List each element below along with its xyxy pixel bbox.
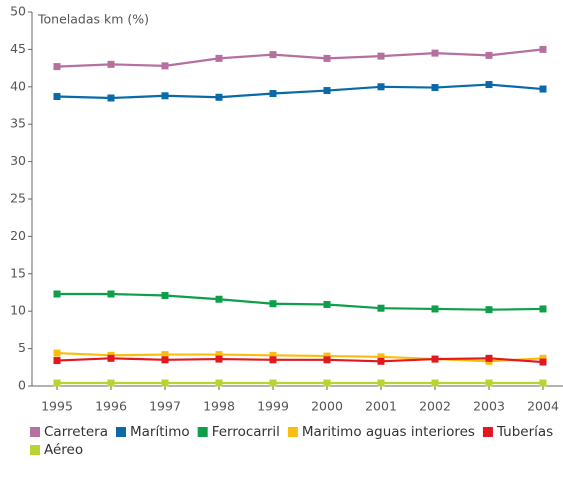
point-marker xyxy=(485,81,493,89)
point-marker xyxy=(107,290,115,298)
legend-swatch xyxy=(116,427,126,437)
y-tick-label: 25 xyxy=(10,191,26,206)
point-marker xyxy=(431,84,439,92)
point-marker xyxy=(323,87,331,95)
point-marker xyxy=(107,60,115,68)
point-marker xyxy=(161,291,169,299)
legend-label: Tuberías xyxy=(496,424,553,440)
x-tick-label: 2002 xyxy=(419,399,451,414)
point-marker xyxy=(377,379,385,387)
series-line xyxy=(57,292,544,311)
point-marker xyxy=(53,63,61,71)
legend-label: Maritimo aguas interiores xyxy=(302,424,475,440)
point-marker xyxy=(215,351,223,359)
point-marker xyxy=(107,354,115,362)
point-marker xyxy=(485,51,493,59)
legend-label: Marítimo xyxy=(130,424,190,440)
point-marker xyxy=(377,83,385,91)
y-tick-label: 50 xyxy=(10,4,26,19)
y-tick-label: 10 xyxy=(10,303,26,318)
x-tick-label: 1995 xyxy=(41,399,73,414)
point-marker xyxy=(323,54,331,62)
point-marker xyxy=(269,379,277,387)
point-marker xyxy=(539,379,547,387)
legend-swatch xyxy=(482,427,493,437)
x-tick-label: 1999 xyxy=(257,399,289,414)
point-marker xyxy=(53,379,61,387)
point-marker xyxy=(431,379,439,387)
point-marker xyxy=(215,355,223,363)
point-marker xyxy=(107,379,115,387)
point-marker xyxy=(269,351,277,359)
point-marker xyxy=(215,379,223,387)
point-marker xyxy=(215,54,223,62)
point-marker xyxy=(539,305,547,313)
x-tick-label: 2000 xyxy=(311,399,343,414)
point-marker xyxy=(161,379,169,387)
x-tick-label: 1996 xyxy=(95,399,127,414)
y-tick-label: 15 xyxy=(10,265,26,280)
point-marker xyxy=(53,357,61,365)
point-marker xyxy=(269,51,277,59)
point-marker xyxy=(377,353,385,361)
point-marker xyxy=(53,93,61,101)
point-marker xyxy=(215,295,223,303)
point-marker xyxy=(323,379,331,387)
point-marker xyxy=(161,351,169,359)
point-marker xyxy=(377,52,385,60)
legend-swatch xyxy=(287,427,298,437)
point-marker xyxy=(323,352,331,360)
point-marker xyxy=(161,356,169,364)
point-marker xyxy=(323,356,331,364)
x-tick-label: 2003 xyxy=(473,399,505,414)
point-marker xyxy=(215,93,223,101)
point-marker xyxy=(539,45,547,53)
point-marker xyxy=(485,354,493,362)
legend-label: Aéreo xyxy=(44,442,83,458)
point-marker xyxy=(539,85,547,93)
x-tick-label: 1998 xyxy=(203,399,235,414)
point-marker xyxy=(107,94,115,102)
series-line xyxy=(56,357,544,364)
point-marker xyxy=(269,356,277,364)
y-tick-label: 0 xyxy=(18,378,26,393)
point-marker xyxy=(539,358,547,366)
point-marker xyxy=(539,354,547,362)
point-marker xyxy=(485,306,493,314)
point-marker xyxy=(485,379,493,387)
y-tick-label: 45 xyxy=(10,41,26,56)
legend-swatch xyxy=(30,445,40,455)
point-marker xyxy=(431,355,439,363)
x-tick-label: 2001 xyxy=(365,399,397,414)
point-marker xyxy=(377,357,385,365)
y-axis-label: Toneladas km (%) xyxy=(37,12,149,27)
legend-swatch xyxy=(197,427,208,437)
series-line xyxy=(56,48,544,68)
x-tick-label: 1997 xyxy=(149,399,181,414)
point-marker xyxy=(53,349,61,357)
legend-swatch xyxy=(30,427,40,437)
y-tick-label: 5 xyxy=(18,340,26,355)
legend-label: Ferrocarril xyxy=(212,424,280,440)
legend-label: Carretera xyxy=(44,424,108,440)
point-marker xyxy=(377,304,385,312)
point-marker xyxy=(431,305,439,313)
point-marker xyxy=(269,90,277,98)
point-marker xyxy=(53,290,61,298)
y-tick-label: 40 xyxy=(10,78,26,93)
y-tick-label: 20 xyxy=(10,228,26,243)
point-marker xyxy=(161,62,169,70)
x-tick-label: 2004 xyxy=(527,399,559,414)
series-line xyxy=(56,83,544,100)
y-tick-label: 35 xyxy=(10,116,26,131)
point-marker xyxy=(431,49,439,57)
point-marker xyxy=(323,300,331,308)
point-marker xyxy=(269,300,277,308)
series-line xyxy=(56,351,544,363)
y-tick-label: 30 xyxy=(10,153,26,168)
point-marker xyxy=(161,92,169,100)
